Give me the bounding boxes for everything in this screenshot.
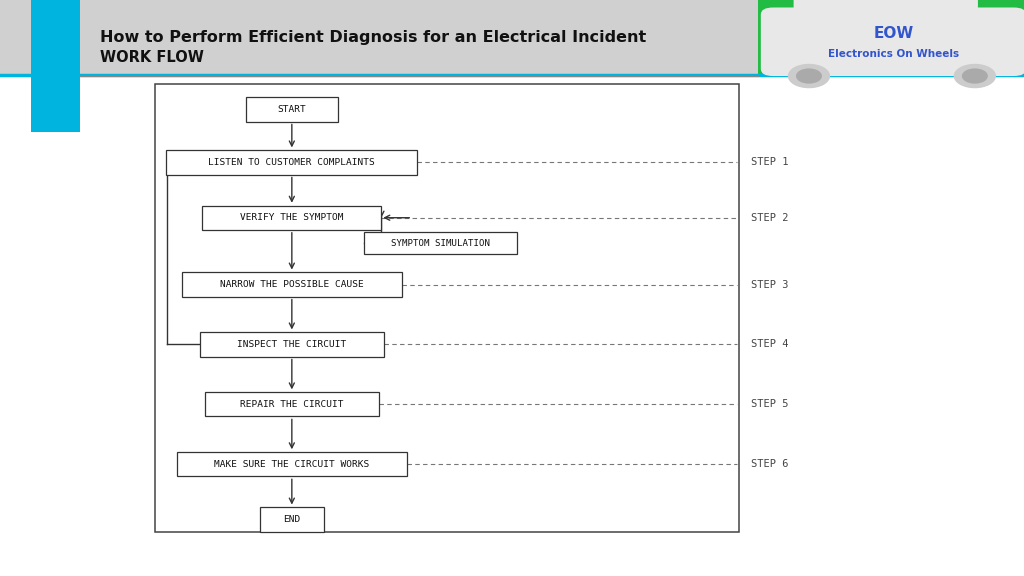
FancyBboxPatch shape bbox=[31, 0, 80, 132]
FancyBboxPatch shape bbox=[205, 392, 379, 416]
Text: SYMPTOM SIMULATION: SYMPTOM SIMULATION bbox=[391, 238, 489, 248]
FancyBboxPatch shape bbox=[0, 0, 1024, 75]
FancyBboxPatch shape bbox=[758, 0, 1024, 75]
Text: STEP 5: STEP 5 bbox=[751, 399, 788, 410]
Text: STEP 2: STEP 2 bbox=[751, 213, 788, 223]
FancyBboxPatch shape bbox=[246, 97, 338, 122]
FancyBboxPatch shape bbox=[176, 452, 407, 476]
Text: END: END bbox=[284, 515, 300, 524]
Circle shape bbox=[797, 69, 821, 83]
FancyBboxPatch shape bbox=[761, 7, 1024, 76]
Text: Electronics On Wheels: Electronics On Wheels bbox=[827, 49, 959, 59]
Text: MAKE SURE THE CIRCUIT WORKS: MAKE SURE THE CIRCUIT WORKS bbox=[214, 460, 370, 469]
Circle shape bbox=[963, 69, 987, 83]
Circle shape bbox=[954, 65, 995, 88]
Text: EOW: EOW bbox=[873, 26, 913, 41]
FancyBboxPatch shape bbox=[260, 507, 324, 532]
FancyBboxPatch shape bbox=[182, 272, 401, 297]
Text: STEP 6: STEP 6 bbox=[751, 459, 788, 469]
FancyBboxPatch shape bbox=[364, 232, 517, 254]
Text: STEP 1: STEP 1 bbox=[751, 157, 788, 168]
Text: VERIFY THE SYMPTOM: VERIFY THE SYMPTOM bbox=[240, 213, 344, 222]
Text: NARROW THE POSSIBLE CAUSE: NARROW THE POSSIBLE CAUSE bbox=[220, 280, 364, 289]
FancyBboxPatch shape bbox=[794, 0, 978, 22]
Text: REPAIR THE CIRCUIT: REPAIR THE CIRCUIT bbox=[240, 400, 344, 409]
Text: STEP 4: STEP 4 bbox=[751, 339, 788, 350]
FancyBboxPatch shape bbox=[202, 206, 381, 230]
Text: How to Perform Efficient Diagnosis for an Electrical Incident: How to Perform Efficient Diagnosis for a… bbox=[100, 30, 646, 45]
Text: INSPECT THE CIRCUIT: INSPECT THE CIRCUIT bbox=[238, 340, 346, 349]
Text: START: START bbox=[278, 105, 306, 114]
Circle shape bbox=[788, 65, 829, 88]
FancyBboxPatch shape bbox=[200, 332, 384, 357]
Text: STEP 3: STEP 3 bbox=[751, 279, 788, 290]
FancyBboxPatch shape bbox=[166, 150, 418, 175]
Text: LISTEN TO CUSTOMER COMPLAINTS: LISTEN TO CUSTOMER COMPLAINTS bbox=[209, 158, 375, 167]
Text: WORK FLOW: WORK FLOW bbox=[100, 50, 204, 65]
FancyBboxPatch shape bbox=[0, 75, 1024, 576]
